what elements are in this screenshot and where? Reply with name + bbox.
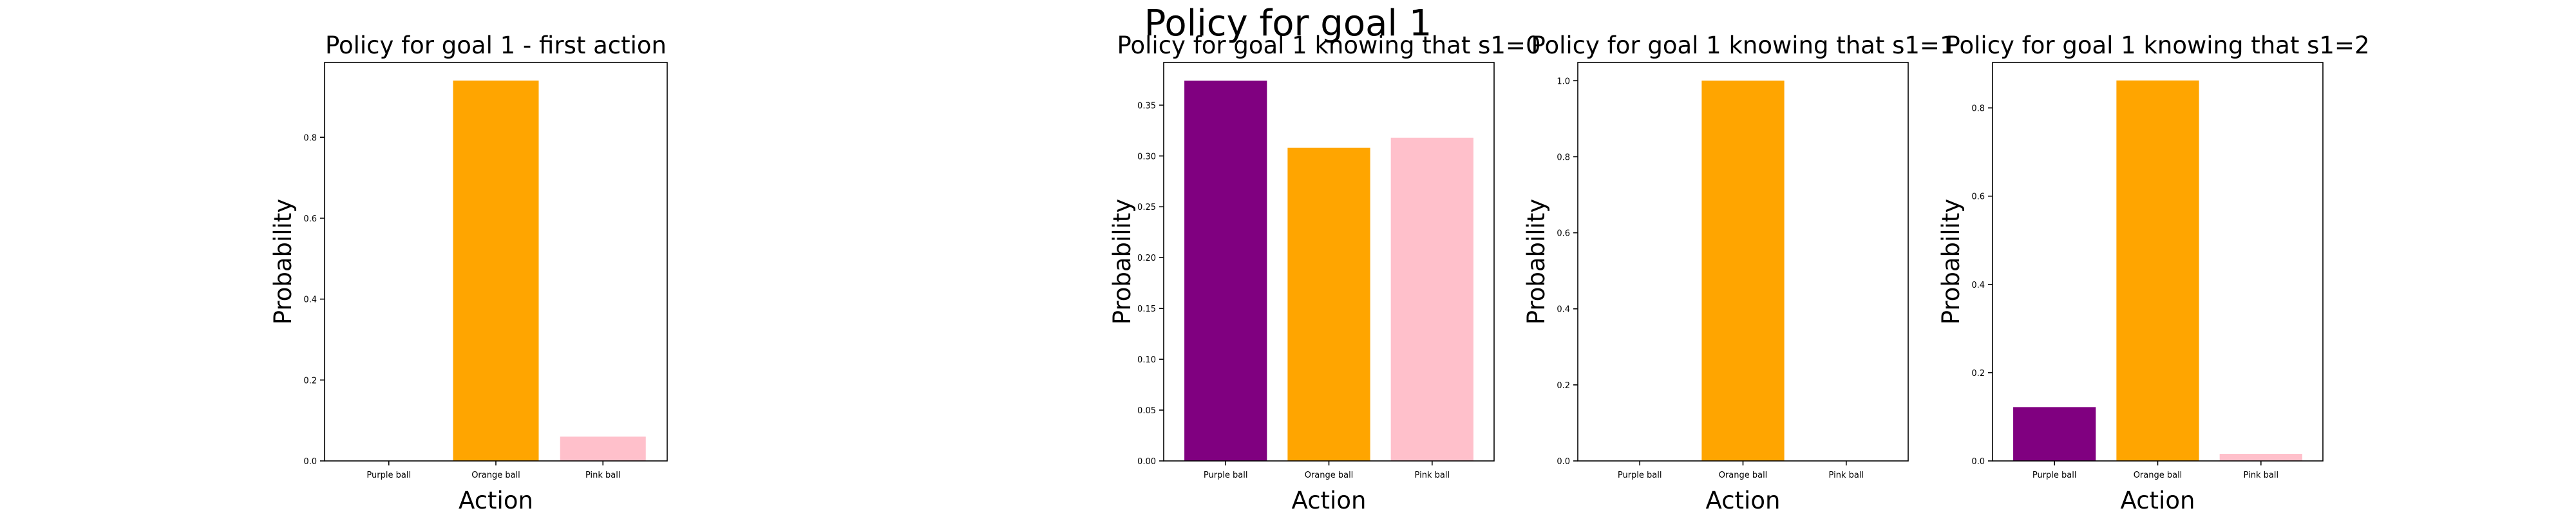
y-tick-label: 0.8 — [1557, 153, 1570, 162]
chart-title: Policy for goal 1 knowing that s1=0 — [1117, 32, 1541, 59]
y-tick-label: 0.4 — [1971, 281, 1985, 290]
y-tick-label: 0.2 — [303, 376, 317, 386]
y-tick-label: 0.8 — [303, 133, 317, 143]
y-tick-label: 0.15 — [1137, 304, 1156, 314]
x-axis-label: Action — [1706, 487, 1781, 514]
y-tick-label: 0.30 — [1137, 152, 1156, 162]
x-tick-label: Orange ball — [471, 471, 520, 480]
y-tick-label: 0.2 — [1971, 369, 1985, 379]
x-tick-label: Purple ball — [366, 471, 411, 480]
axes-frame — [1992, 62, 2324, 462]
x-tick-label: Pink ball — [1829, 471, 1864, 480]
bar-orange-ball — [453, 80, 539, 462]
x-tick-label: Purple ball — [1204, 471, 1248, 480]
axes-frame — [324, 62, 668, 462]
x-tick-label: Orange ball — [1719, 471, 1768, 480]
y-axis-label: Probability — [269, 199, 297, 325]
bar-pink-ball — [2219, 454, 2302, 461]
y-tick-label: 0.6 — [303, 214, 317, 224]
x-axis-label: Action — [2121, 487, 2195, 514]
x-axis-label: Action — [1292, 487, 1367, 514]
y-tick-label: 0.6 — [1557, 229, 1570, 239]
bar-pink-ball — [1390, 137, 1473, 461]
y-tick-label: 0.0 — [303, 457, 317, 467]
y-axis-label: Probability — [1108, 199, 1136, 325]
bar-orange-ball — [1287, 147, 1370, 461]
x-tick-label: Pink ball — [585, 471, 621, 480]
axes-frame — [1577, 62, 1909, 462]
x-tick-label: Purple ball — [1618, 471, 1662, 480]
y-tick-label: 1.0 — [1557, 77, 1570, 86]
x-tick-label: Orange ball — [2134, 471, 2183, 480]
x-tick-label: Orange ball — [1305, 471, 1354, 480]
y-tick-label: 0.0 — [1971, 457, 1985, 467]
chart-title: Policy for goal 1 knowing that s1=1 — [1531, 32, 1955, 59]
x-tick-label: Pink ball — [2244, 471, 2279, 480]
y-tick-label: 0.05 — [1137, 406, 1156, 416]
y-tick-label: 0.4 — [1557, 305, 1570, 315]
x-axis-label: Action — [459, 487, 533, 514]
y-tick-label: 0.20 — [1137, 254, 1156, 263]
axes-frame — [1163, 62, 1495, 462]
chart-title: Policy for goal 1 - first action — [325, 32, 667, 59]
y-tick-label: 0.0 — [1557, 457, 1570, 467]
y-tick-label: 0.6 — [1971, 192, 1985, 202]
y-axis-label: Probability — [1522, 199, 1550, 325]
y-tick-label: 0.4 — [303, 295, 317, 305]
bar-purple-ball — [2013, 407, 2096, 461]
y-axis-label: Probability — [1937, 199, 1965, 325]
x-tick-label: Pink ball — [1415, 471, 1450, 480]
chart-title: Policy for goal 1 knowing that s1=2 — [1946, 32, 2370, 59]
y-tick-label: 0.25 — [1137, 203, 1156, 212]
bar-orange-ball — [1701, 80, 1785, 462]
x-tick-label: Purple ball — [2032, 471, 2077, 480]
bar-purple-ball — [1184, 80, 1267, 462]
y-tick-label: 0.10 — [1137, 355, 1156, 365]
bar-orange-ball — [2116, 80, 2199, 461]
y-tick-label: 0.35 — [1137, 101, 1156, 111]
y-tick-label: 0.00 — [1137, 457, 1156, 467]
y-tick-label: 0.8 — [1971, 104, 1985, 114]
y-tick-label: 0.2 — [1557, 381, 1570, 391]
bar-pink-ball — [560, 436, 646, 461]
figure-suptitle: Policy for goal 1 — [1144, 3, 1432, 44]
